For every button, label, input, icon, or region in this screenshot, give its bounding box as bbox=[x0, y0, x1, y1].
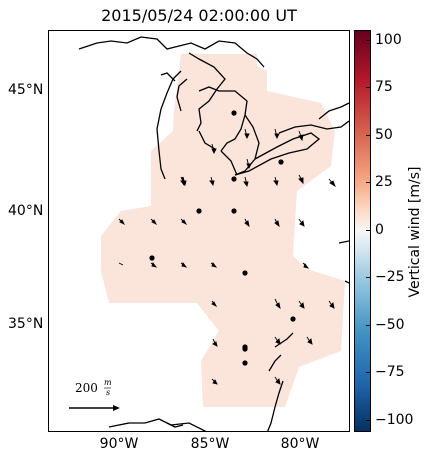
site-marker bbox=[290, 316, 296, 322]
wind-arrow bbox=[298, 174, 304, 185]
map-area: 200 m s bbox=[48, 30, 350, 432]
wind-arrow bbox=[274, 218, 280, 228]
wind-arrow bbox=[244, 218, 250, 228]
wind-arrow bbox=[328, 178, 336, 188]
wind-arrow bbox=[306, 336, 313, 345]
wind-arrow bbox=[298, 130, 304, 142]
lat-label-40: 40°N bbox=[8, 203, 44, 219]
reference-arrow-value: 200 bbox=[75, 381, 98, 395]
plot-title: 2015/05/24 02:00:00 UT bbox=[101, 6, 297, 25]
colorbar-tick: −50 bbox=[375, 317, 405, 333]
coastlines bbox=[78, 36, 349, 431]
wind-arrow bbox=[181, 176, 186, 186]
reference-arrow-unit-num: m bbox=[104, 378, 112, 387]
site-marker bbox=[242, 360, 248, 366]
colorbar-tick: −100 bbox=[375, 412, 414, 428]
wind-arrow bbox=[298, 300, 305, 309]
wind-arrow bbox=[328, 300, 335, 309]
colorbar-label: Vertical wind [m/s] bbox=[407, 166, 423, 298]
wind-arrow bbox=[211, 378, 218, 385]
lon-label-80: 80°W bbox=[280, 436, 320, 452]
colorbar-tick: 100 bbox=[375, 32, 402, 48]
lat-label-45: 45°N bbox=[8, 82, 44, 98]
colorbar-tick: 25 bbox=[375, 174, 393, 190]
wind-arrow bbox=[118, 262, 124, 266]
lon-label-90: 90°W bbox=[99, 436, 139, 452]
wind-arrow bbox=[180, 218, 188, 226]
wind-arrow bbox=[298, 218, 305, 227]
wind-arrow bbox=[150, 262, 158, 268]
map-canvas: 200 m s bbox=[69, 36, 349, 431]
wind-arrow bbox=[210, 262, 218, 268]
reference-arrow: 200 m s bbox=[69, 378, 120, 411]
site-marker bbox=[242, 346, 248, 352]
wind-arrow bbox=[274, 376, 281, 385]
colorbar bbox=[354, 30, 371, 432]
site-marker bbox=[196, 208, 202, 214]
observation-sites bbox=[149, 110, 296, 366]
site-marker bbox=[231, 208, 237, 214]
wind-arrow bbox=[118, 218, 126, 226]
wind-arrow bbox=[150, 218, 158, 226]
lat-label-35: 35°N bbox=[8, 316, 44, 332]
wind-arrow bbox=[209, 176, 215, 187]
reference-arrow-unit-den: s bbox=[106, 388, 110, 397]
wind-arrow bbox=[302, 262, 310, 269]
wind-arrow bbox=[244, 128, 250, 140]
site-marker bbox=[278, 159, 284, 165]
wind-arrow bbox=[212, 338, 218, 347]
lon-label-85: 85°W bbox=[190, 436, 230, 452]
wind-arrow bbox=[211, 143, 217, 155]
colorbar-tick: 75 bbox=[375, 79, 393, 95]
colorbar-tick: 50 bbox=[375, 127, 393, 143]
colorbar-tick: −75 bbox=[375, 364, 405, 380]
wind-arrow bbox=[273, 176, 279, 187]
site-marker bbox=[149, 255, 155, 261]
wind-arrow bbox=[211, 300, 218, 308]
wind-coverage-region bbox=[101, 54, 345, 407]
site-marker bbox=[231, 176, 237, 182]
wind-arrows bbox=[118, 128, 336, 385]
site-marker bbox=[231, 110, 237, 116]
colorbar-tick: 0 bbox=[375, 222, 384, 238]
wind-arrow bbox=[246, 158, 252, 170]
wind-arrow bbox=[243, 176, 249, 188]
wind-arrow bbox=[274, 128, 280, 140]
colorbar-tick: −25 bbox=[375, 269, 405, 285]
wind-arrow bbox=[274, 298, 281, 310]
wind-arrow bbox=[180, 262, 188, 268]
wind-arrow bbox=[274, 336, 281, 345]
site-marker bbox=[242, 270, 248, 276]
